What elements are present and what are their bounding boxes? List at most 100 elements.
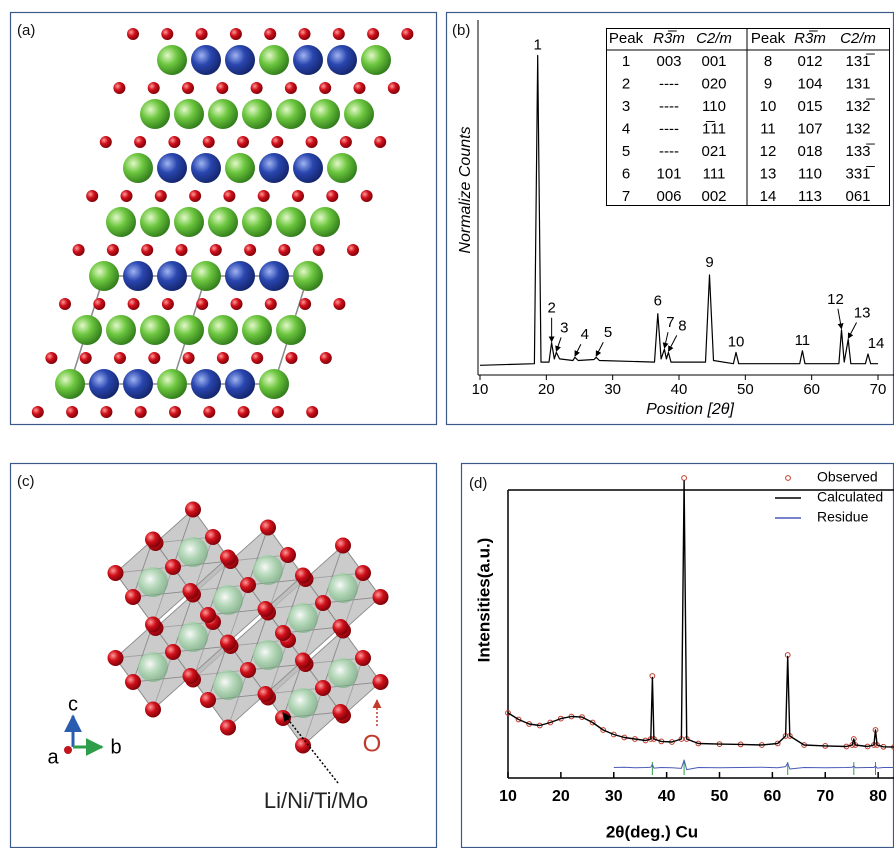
oxygen-atom bbox=[347, 244, 359, 256]
x-tick-label: 60 bbox=[763, 788, 781, 805]
oxygen-atom bbox=[244, 244, 256, 256]
oxygen-atom bbox=[93, 298, 105, 310]
oxygen-atom bbox=[135, 406, 147, 418]
transition-metal-atom bbox=[225, 261, 255, 291]
oxygen-atom bbox=[374, 136, 386, 148]
peak-arrow bbox=[575, 344, 581, 356]
site-label: Li/Ni/Ti/Mo bbox=[264, 788, 368, 813]
oxygen-atom bbox=[169, 406, 181, 418]
peak-arrow bbox=[838, 309, 842, 329]
lithium-atom bbox=[140, 207, 170, 237]
oxygen-atom bbox=[59, 298, 71, 310]
peak-label: 10 bbox=[728, 333, 745, 350]
oxygen-atom bbox=[86, 190, 98, 202]
oxygen-atom bbox=[335, 538, 351, 554]
lithium-atom bbox=[242, 99, 272, 129]
cation-site bbox=[213, 585, 243, 615]
oxygen-atom bbox=[168, 136, 180, 148]
table-cell: 6 bbox=[622, 165, 630, 182]
oxygen-atom bbox=[264, 28, 276, 40]
oxygen-atom bbox=[361, 190, 373, 202]
table-cell: 1 bbox=[622, 53, 630, 70]
oxygen-atom bbox=[251, 82, 263, 94]
oxygen-atom bbox=[326, 190, 338, 202]
oxygen-atom bbox=[388, 82, 400, 94]
oxygen-atom bbox=[73, 244, 85, 256]
octahedron-face bbox=[133, 676, 191, 710]
oxygen-atom bbox=[107, 244, 119, 256]
panel-label: (d) bbox=[469, 475, 487, 492]
table-cell: 10 bbox=[760, 98, 777, 115]
oxygen-atom bbox=[165, 559, 181, 575]
oxygen-atom bbox=[113, 82, 125, 94]
figure: (a) (b) (c) (d) cbaLi/Ni/Ti/MoO102030405… bbox=[0, 0, 894, 848]
lithium-atom bbox=[89, 261, 119, 291]
oxygen-atom bbox=[333, 619, 349, 635]
oxygen-atom bbox=[295, 738, 311, 754]
oxygen-atom bbox=[306, 136, 318, 148]
oxygen-atom bbox=[333, 28, 345, 40]
x-tick-label: 40 bbox=[671, 381, 688, 398]
octahedra-c bbox=[108, 502, 389, 754]
table-cell: 110 bbox=[798, 165, 822, 182]
y-axis-title: Normalize Counts bbox=[457, 126, 474, 253]
x-tick-label: 30 bbox=[604, 381, 621, 398]
cation-site bbox=[253, 555, 283, 585]
oxygen-atom bbox=[275, 625, 291, 641]
lithium-atom bbox=[191, 261, 221, 291]
oxygen-atom bbox=[313, 244, 325, 256]
x-axis-title: Position [2θ] bbox=[646, 401, 734, 418]
cation-site bbox=[138, 652, 168, 682]
oxygen-atom bbox=[141, 244, 153, 256]
lithium-atom bbox=[242, 315, 272, 345]
peak-arrow bbox=[596, 342, 603, 356]
table-cell: ---- bbox=[659, 120, 679, 137]
table-header: R3̅m bbox=[794, 30, 826, 47]
oxygen-atom bbox=[315, 680, 331, 696]
peak-label: 9 bbox=[705, 254, 713, 271]
oxygen-atom bbox=[299, 298, 311, 310]
transition-metal-atom bbox=[225, 45, 255, 75]
table-cell: 006 bbox=[656, 188, 681, 205]
oxygen-atom bbox=[292, 190, 304, 202]
data-point bbox=[682, 476, 687, 481]
transition-metal-atom bbox=[225, 369, 255, 399]
peak-arrow bbox=[848, 323, 856, 339]
lithium-atom bbox=[174, 207, 204, 237]
oxygen-atom bbox=[299, 28, 311, 40]
transition-metal-atom bbox=[89, 369, 119, 399]
table-cell: 003 bbox=[656, 53, 681, 70]
peak-arrow bbox=[664, 332, 668, 348]
oxygen-atom bbox=[176, 244, 188, 256]
oxygen-atom bbox=[295, 653, 311, 669]
oxygen-atom bbox=[203, 406, 215, 418]
oxygen-atom bbox=[306, 406, 318, 418]
table-cell: 015 bbox=[797, 98, 822, 115]
lithium-atom bbox=[361, 45, 391, 75]
table-cell: 018 bbox=[797, 143, 822, 160]
table-cell: 4 bbox=[622, 120, 630, 137]
lithium-atom bbox=[157, 369, 187, 399]
peak-label: 12 bbox=[827, 291, 844, 308]
table-cell: 110 bbox=[702, 98, 726, 115]
lithium-atom bbox=[123, 153, 153, 183]
peak-label: 2 bbox=[547, 300, 555, 317]
oxygen-atom bbox=[258, 601, 274, 617]
oxygen-atom bbox=[145, 617, 161, 633]
table-cell: 107 bbox=[797, 120, 822, 137]
oxygen-atom bbox=[196, 298, 208, 310]
transition-metal-atom bbox=[327, 45, 357, 75]
oxygen-atom bbox=[355, 650, 371, 666]
x-tick-label: 30 bbox=[605, 788, 623, 805]
oxygen-atom bbox=[367, 28, 379, 40]
lithium-atom bbox=[293, 261, 323, 291]
peak-arrow bbox=[556, 337, 561, 351]
oxygen-atom bbox=[148, 82, 160, 94]
transition-metal-atom bbox=[123, 369, 153, 399]
peak-label: 14 bbox=[868, 335, 885, 352]
cation-site bbox=[328, 658, 358, 688]
oxygen-atom bbox=[182, 82, 194, 94]
oxygen-atom bbox=[165, 644, 181, 660]
oxygen-atom bbox=[200, 692, 216, 708]
table-header: Peak bbox=[751, 30, 786, 47]
